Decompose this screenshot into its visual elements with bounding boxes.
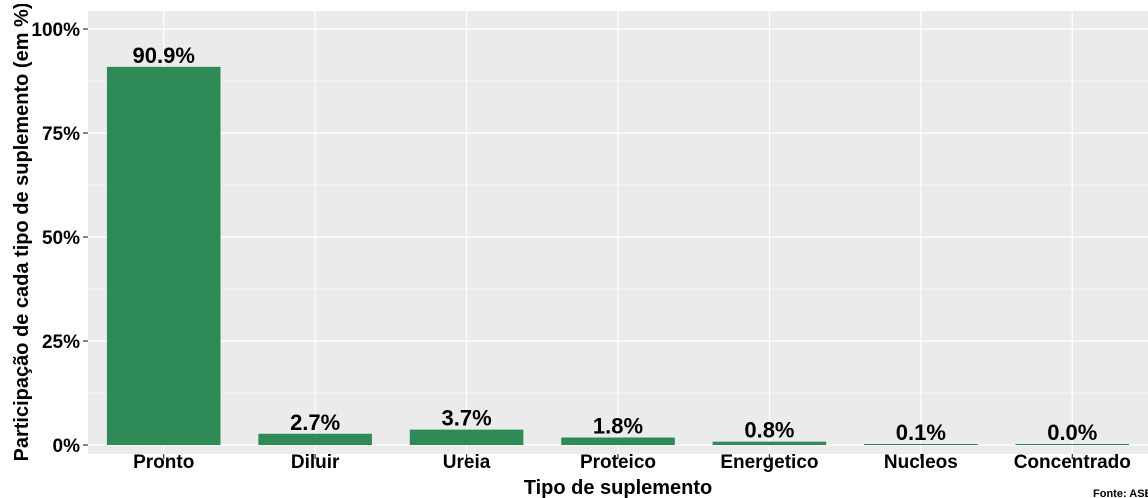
- bar: [561, 437, 675, 445]
- data-labels: 90.9% 2.7% 3.7% 1.8% 0.8% 0.1% 0.0%: [133, 43, 1098, 445]
- data-label: 1.8%: [593, 414, 643, 439]
- x-tick-label: Nucleos: [884, 452, 958, 473]
- bar: [106, 66, 221, 445]
- bar: [1015, 444, 1130, 445]
- y-tick-label: 25%: [42, 332, 80, 353]
- y-tick-label: 100%: [31, 20, 80, 41]
- data-label: 0.0%: [1047, 420, 1097, 445]
- x-tick-label: Pronto: [133, 452, 194, 473]
- y-tick-label: 75%: [42, 124, 80, 145]
- y-axis-title: Participação de cada tipo de suplemento …: [11, 2, 33, 461]
- x-tick-label: Ureia: [443, 452, 491, 473]
- x-tick-label: Concentrado: [1014, 452, 1131, 473]
- bar: [864, 444, 978, 445]
- x-axis-title: Tipo de suplemento: [524, 477, 713, 498]
- x-axis: Pronto Diluir Ureia Proteico Energetico Nucle…: [133, 452, 1131, 473]
- y-tick-label: 50%: [42, 228, 80, 249]
- x-tick-label: Diluir: [291, 452, 340, 473]
- bar: [258, 433, 372, 445]
- data-label: 90.9%: [133, 43, 195, 68]
- bars: [106, 66, 1130, 445]
- source-caption: Fonte: ASBRAM: [1093, 488, 1148, 498]
- x-tick-label: Proteico: [580, 452, 656, 473]
- y-axis: 0% 25% 50% 75% 100%: [31, 20, 88, 457]
- data-label: 0.8%: [744, 418, 794, 443]
- bar: [712, 441, 827, 445]
- data-label: 0.1%: [896, 420, 946, 445]
- y-tick-label: 0%: [53, 436, 81, 457]
- x-tick-label: Energetico: [720, 452, 818, 473]
- data-label: 2.7%: [290, 410, 340, 435]
- data-label: 3.7%: [441, 406, 491, 431]
- bar: [409, 429, 524, 445]
